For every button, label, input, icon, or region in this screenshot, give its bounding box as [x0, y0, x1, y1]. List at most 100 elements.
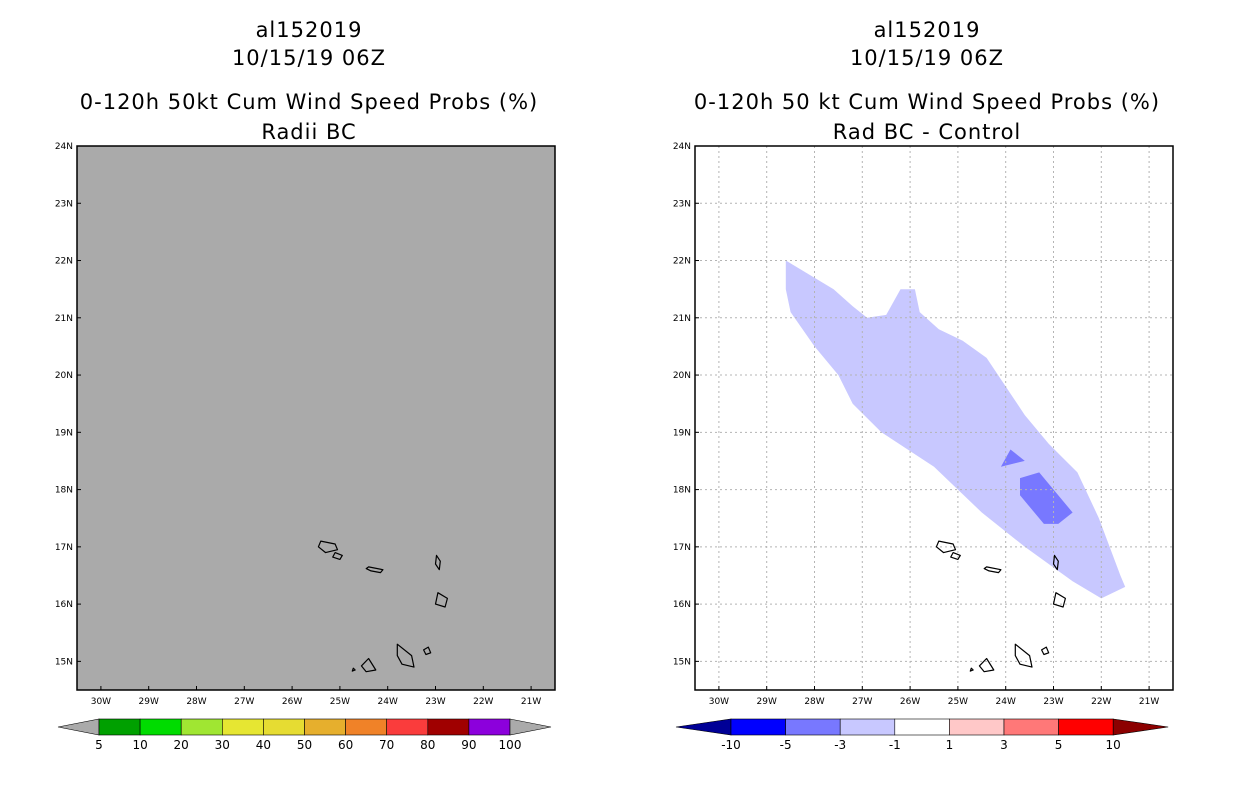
left-x-tick-label-5: 25W	[330, 697, 350, 707]
left-island-8	[351, 667, 356, 672]
left-colorbar-label-4: 40	[256, 738, 271, 752]
right-chart-subtitle: Rad BC - Control	[832, 120, 1022, 144]
left-colorbar-label-5: 50	[297, 738, 312, 752]
left-x-tick-label-9: 21W	[521, 697, 541, 707]
left-x-tick-label-4: 26W	[282, 697, 302, 707]
left-island-0	[317, 540, 339, 554]
right-colorbar-seg-0	[730, 718, 786, 736]
right-y-tick-label-0: 15N	[673, 657, 691, 667]
left-colorbar-seg-4	[263, 718, 305, 736]
right-island-4	[1052, 592, 1066, 608]
left-colorbar-seg-9	[468, 718, 511, 736]
right-island-0	[935, 540, 957, 554]
left-x-tick-label-6: 24W	[378, 697, 398, 707]
left-colorbar-label-0: 5	[95, 738, 103, 752]
right-x-tick-label-6: 24W	[996, 697, 1016, 707]
left-colorbar-low-arrow	[57, 718, 100, 736]
right-colorbar-label-7: 10	[1106, 738, 1121, 752]
right-x-tick-label-8: 22W	[1091, 697, 1111, 707]
right-y-tick-label-2: 17N	[673, 543, 691, 553]
right-island-3	[1052, 554, 1059, 571]
right-y-tick-label-1: 16N	[673, 600, 691, 610]
right-colorbar-high-arrow	[1112, 718, 1169, 736]
left-colorbar-label-1: 10	[132, 738, 147, 752]
left-storm-id: al152019	[255, 18, 363, 42]
right-y-tick-label-5: 20N	[673, 371, 691, 381]
right-colorbar-label-5: 3	[1000, 738, 1008, 752]
left-y-tick-label-4: 19N	[55, 428, 73, 438]
left-x-tick-label-1: 29W	[139, 697, 159, 707]
right-island-2	[983, 566, 1002, 574]
right-colorbar-seg-3	[894, 718, 950, 736]
left-plot-frame	[76, 145, 556, 691]
right-colorbar-label-6: 5	[1055, 738, 1063, 752]
right-y-tick-label-9: 24N	[673, 142, 691, 152]
left-y-tick-label-6: 21N	[55, 314, 73, 324]
left-y-tick-label-8: 23N	[55, 199, 73, 209]
right-colorbar-seg-5	[1003, 718, 1059, 736]
left-x-tick-label-8: 22W	[473, 697, 493, 707]
right-map-svg: 30W 29W 28W 27W 26W 25W 24W 23W 22W 21W 15N 16N 17N 1…	[673, 142, 1174, 752]
left-y-tick-label-7: 22N	[55, 257, 73, 267]
left-x-tick-label-2: 28W	[186, 697, 206, 707]
right-colorbar-seg-1	[785, 718, 841, 736]
left-colorbar-high-arrow	[509, 718, 552, 736]
right-panel-rad-bc-minus-control: al152019 10/15/19 06Z 0-120h 50 kt Cum W…	[618, 0, 1236, 800]
right-contour-1	[1020, 472, 1073, 524]
right-island-5	[1014, 643, 1033, 668]
left-colorbar-label-7: 70	[379, 738, 394, 752]
left-date-label: 10/15/19 06Z	[231, 46, 387, 70]
right-island-6	[978, 657, 995, 673]
right-y-tick-label-6: 21N	[673, 314, 691, 324]
left-colorbar-seg-7	[386, 718, 429, 736]
right-plot-frame	[694, 145, 1174, 691]
right-colorbar-seg-2	[839, 718, 896, 736]
right-colorbar-label-4: 1	[946, 738, 954, 752]
right-y-tick-label-3: 18N	[673, 486, 691, 496]
left-colorbar-seg-2	[180, 718, 223, 736]
left-island-1	[332, 551, 343, 561]
left-x-tick-label-0: 30W	[91, 697, 111, 707]
left-colorbar-label-10: 100	[499, 738, 522, 752]
left-island-2	[365, 566, 384, 574]
left-colorbar-seg-3	[222, 718, 264, 736]
right-colorbar-label-1: -5	[780, 738, 792, 752]
left-colorbar-label-8: 80	[420, 738, 435, 752]
left-island-4	[434, 592, 448, 608]
left-colorbar-label-3: 30	[215, 738, 230, 752]
right-colorbar-label-0: -10	[721, 738, 741, 752]
right-storm-id: al152019	[873, 18, 981, 42]
right-x-tick-label-0: 30W	[709, 697, 729, 707]
right-island-7	[1041, 646, 1050, 656]
right-contour-2	[1000, 449, 1025, 467]
left-colorbar-label-6: 60	[338, 738, 353, 752]
left-colorbar-seg-0	[98, 718, 141, 736]
left-y-tick-label-5: 20N	[55, 371, 73, 381]
left-colorbar-seg-5	[304, 718, 346, 736]
left-panel-radii-bc: al152019 10/15/19 06Z 0-120h 50kt Cum Wi…	[55, 18, 556, 752]
left-chart-title: 0-120h 50kt Cum Wind Speed Probs (%)	[79, 90, 539, 114]
left-colorbar-seg-6	[345, 718, 388, 736]
right-x-tick-label-7: 23W	[1043, 697, 1063, 707]
right-y-tick-label-7: 22N	[673, 257, 691, 267]
right-island-1	[950, 551, 961, 561]
right-island-8	[969, 667, 974, 672]
right-chart-title: 0-120h 50 kt Cum Wind Speed Probs (%)	[693, 90, 1161, 114]
right-colorbar-low-arrow	[675, 718, 732, 736]
right-x-tick-label-1: 29W	[757, 697, 777, 707]
right-date-label: 10/15/19 06Z	[849, 46, 1005, 70]
left-y-tick-label-3: 18N	[55, 486, 73, 496]
left-map-svg: 30W 29W 28W 27W 26W 25W 24W 23W 22W 21W 15N 16N 17N 1…	[55, 142, 556, 752]
left-island-5	[396, 643, 415, 668]
right-colorbar-label-2: -3	[834, 738, 846, 752]
right-x-tick-label-5: 25W	[948, 697, 968, 707]
left-y-tick-label-2: 17N	[55, 543, 73, 553]
right-x-tick-label-9: 21W	[1139, 697, 1159, 707]
left-colorbar-seg-1	[139, 718, 182, 736]
right-colorbar-seg-4	[949, 718, 1005, 736]
left-y-tick-label-9: 24N	[55, 142, 73, 152]
left-island-3	[434, 554, 441, 571]
right-y-tick-label-8: 23N	[673, 199, 691, 209]
left-chart-subtitle: Radii BC	[261, 120, 357, 144]
left-y-tick-label-0: 15N	[55, 657, 73, 667]
